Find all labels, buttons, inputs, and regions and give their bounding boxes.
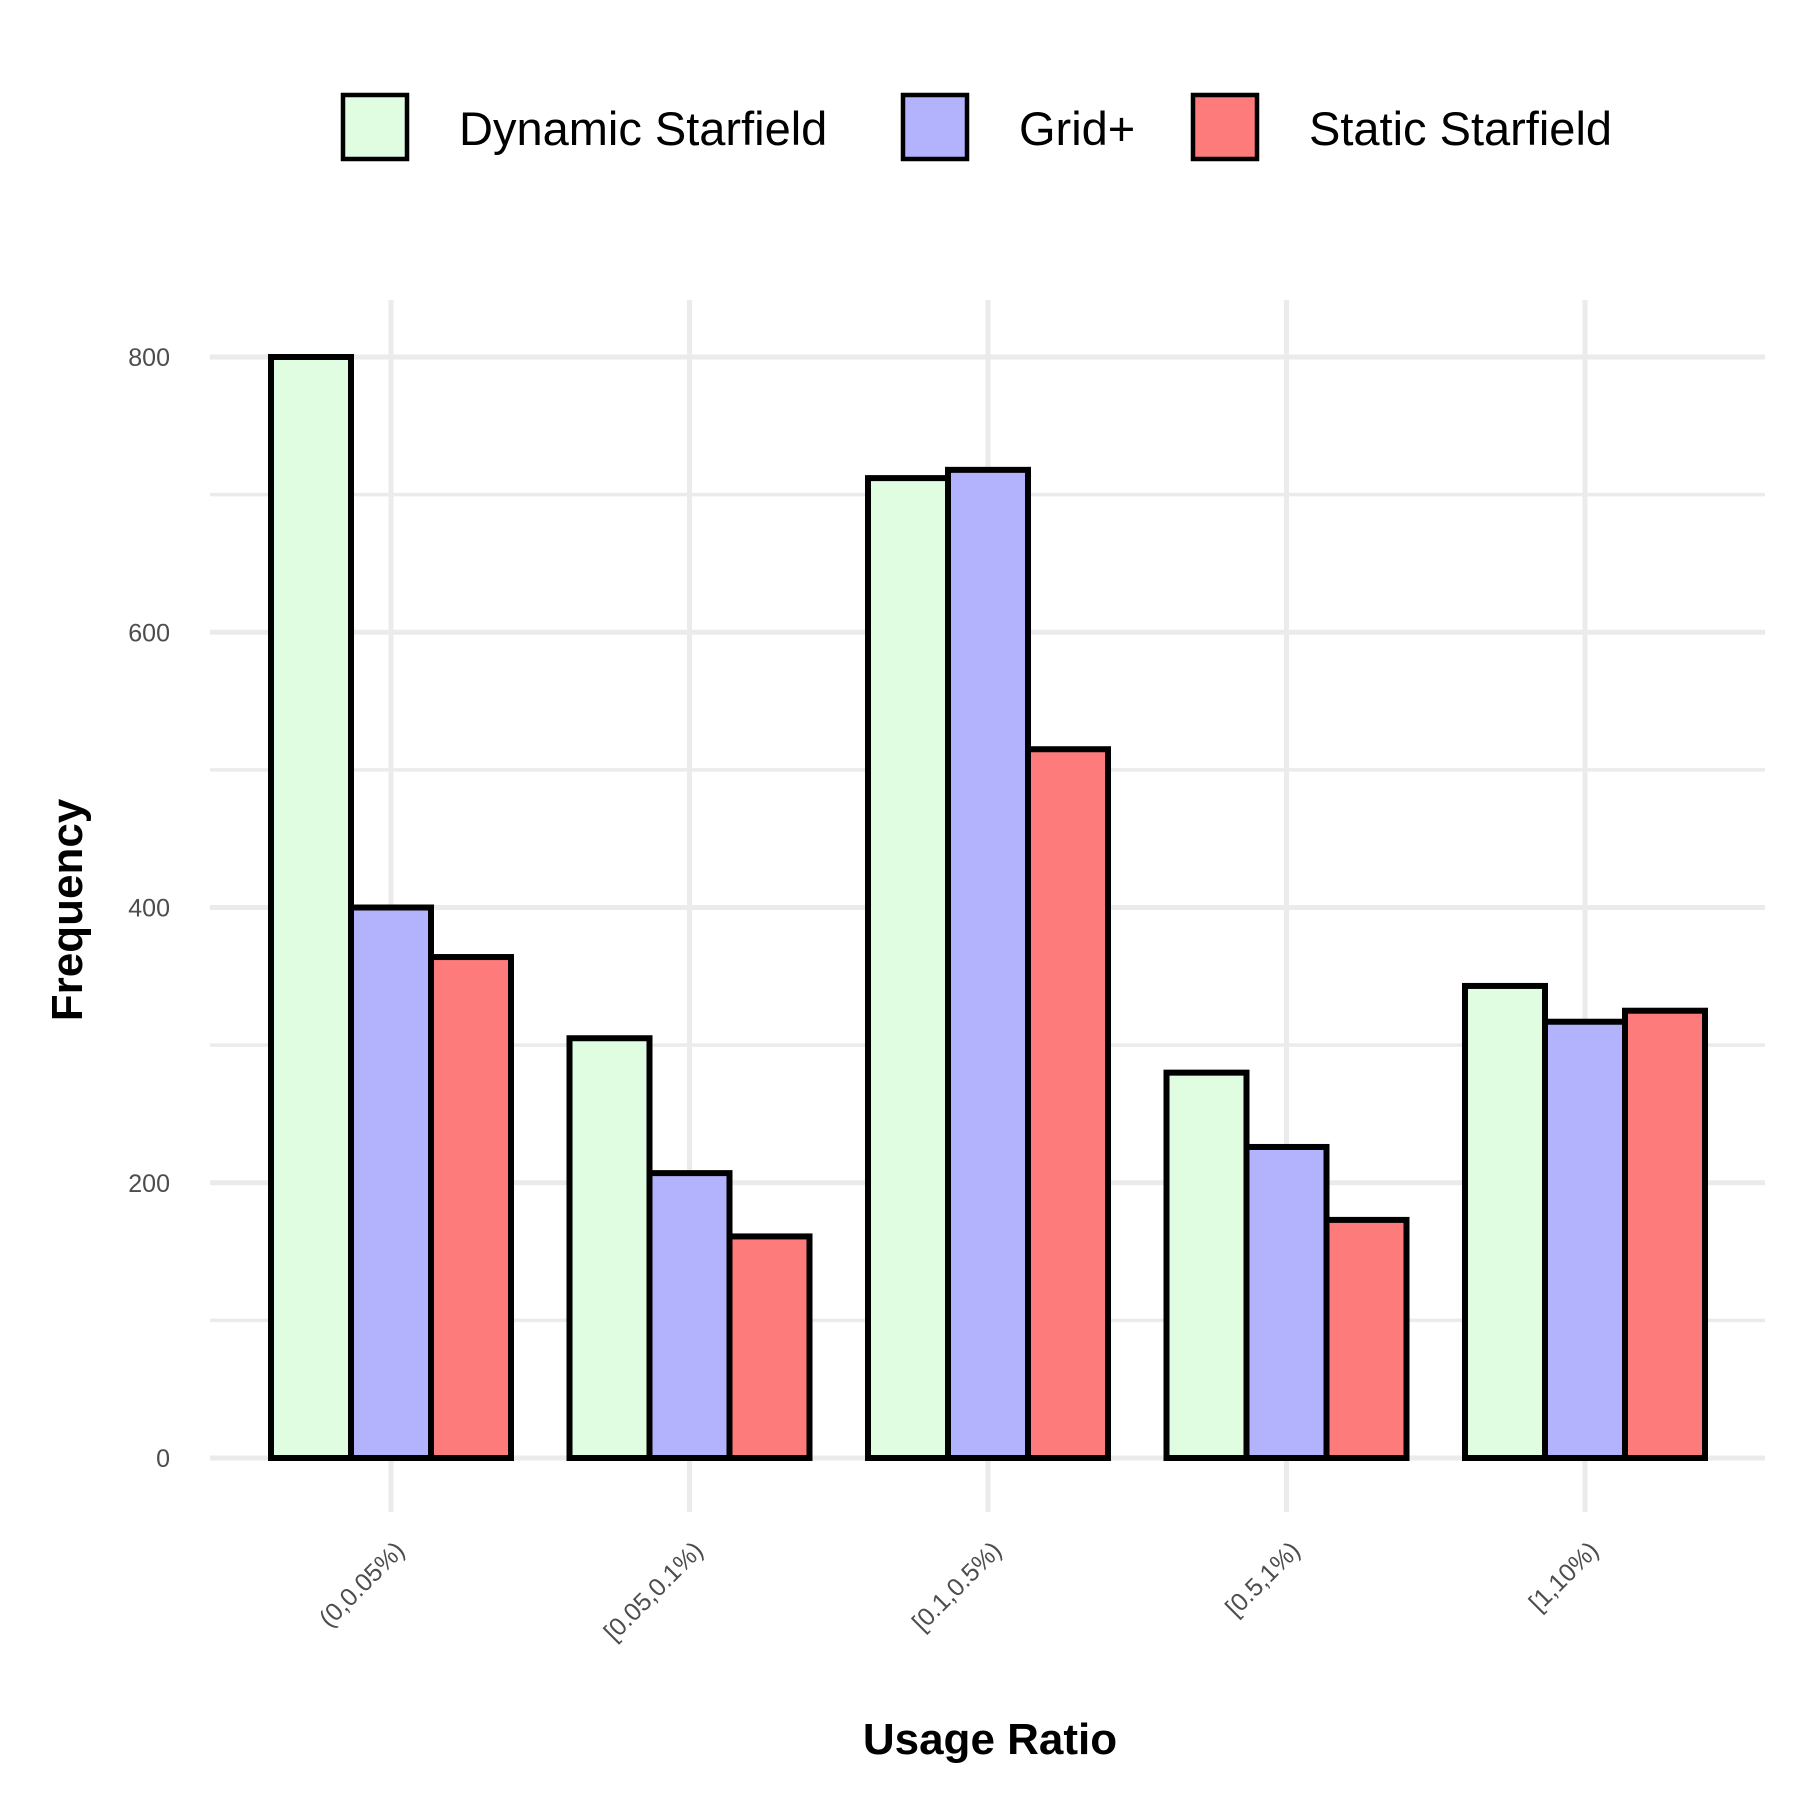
legend-key-dynamic-starfield — [340, 92, 410, 162]
x-axis-ticks: (0,0.05%) [0.05,0.1%) [0.1,0.5%) [0.5,1%) [1… — [314, 1536, 1604, 1646]
bar-grid-4 — [1542, 1018, 1628, 1461]
x-tick-label-2: [0.1,0.5%) — [907, 1536, 1007, 1636]
y-tick-label-0: 0 — [156, 1445, 170, 1473]
bar-dynamic-starfield-0 — [268, 354, 354, 1461]
bar-grid-3 — [1243, 1143, 1330, 1462]
bar-static-starfield-1 — [726, 1233, 813, 1461]
bar-dynamic-starfield-4 — [1462, 982, 1548, 1461]
legend-label-dynamic-starfield: Dynamic Starfield — [459, 102, 827, 155]
bar-static-starfield-4 — [1622, 1007, 1708, 1461]
y-axis-title: Frequency — [43, 798, 92, 1021]
y-tick-label-800: 800 — [128, 344, 170, 372]
bar-static-starfield-0 — [428, 954, 514, 1461]
x-tick-label-4: [1,10%) — [1524, 1536, 1605, 1617]
x-axis-title: Usage Ratio — [863, 1715, 1117, 1764]
bar-static-starfield-3 — [1323, 1216, 1410, 1461]
bar-dynamic-starfield-3 — [1163, 1069, 1250, 1462]
legend: Dynamic Starfield Grid+ Static Starfield — [340, 92, 1612, 162]
x-tick-label-1: [0.05,0.1%) — [599, 1536, 709, 1646]
x-tick-label-0: (0,0.05%) — [314, 1536, 410, 1632]
bars — [268, 354, 1708, 1462]
bar-grid-1 — [646, 1170, 733, 1461]
y-tick-label-200: 200 — [128, 1170, 170, 1198]
bar-dynamic-starfield-2 — [865, 475, 951, 1461]
y-tick-label-600: 600 — [128, 619, 170, 647]
bar-grid-2 — [945, 466, 1031, 1462]
x-tick-label-3: [0.5,1%) — [1220, 1536, 1306, 1622]
y-axis-ticks: 0 200 400 600 800 — [128, 344, 170, 1473]
legend-key-grid — [900, 92, 970, 162]
legend-label-static-starfield: Static Starfield — [1309, 102, 1612, 155]
bar-static-starfield-2 — [1025, 746, 1111, 1461]
bar-dynamic-starfield-1 — [566, 1035, 653, 1462]
legend-key-static-starfield — [1190, 92, 1260, 162]
bar-grid-0 — [348, 904, 434, 1461]
legend-label-grid: Grid+ — [1019, 102, 1135, 155]
y-tick-label-400: 400 — [128, 895, 170, 923]
